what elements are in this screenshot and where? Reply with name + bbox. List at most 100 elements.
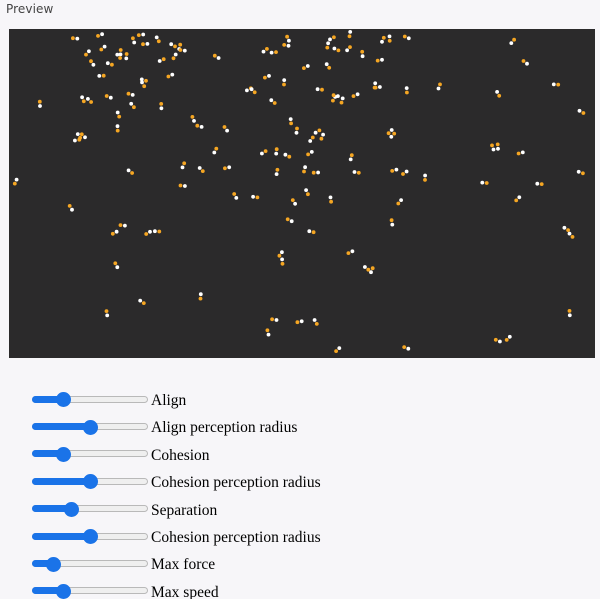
boid xyxy=(346,249,355,256)
boid xyxy=(141,42,150,47)
boid xyxy=(139,77,148,83)
boid xyxy=(118,223,127,228)
control-separation: Separation xyxy=(32,496,572,523)
boid xyxy=(306,150,314,157)
controls-panel: Align Align perception radius Cohesion C… xyxy=(32,386,572,599)
boid xyxy=(577,108,586,115)
separation-slider[interactable] xyxy=(32,501,148,517)
boid xyxy=(71,36,80,41)
boid xyxy=(369,266,375,275)
boid xyxy=(315,87,324,92)
control-align: Align xyxy=(32,386,572,413)
boid xyxy=(562,225,570,233)
boid xyxy=(352,170,361,175)
boid xyxy=(402,345,411,351)
boid xyxy=(311,170,320,175)
boid xyxy=(576,169,585,176)
cohesion-perception-radius-slider[interactable] xyxy=(32,474,148,490)
boid xyxy=(495,90,502,98)
boid xyxy=(504,334,512,342)
boid xyxy=(86,97,93,104)
slider-fill xyxy=(32,423,90,431)
boid xyxy=(80,95,86,104)
boid xyxy=(514,195,522,203)
boid xyxy=(290,198,297,206)
boid xyxy=(567,309,572,318)
control-cohesion-perception-radius: Cohesion perception radius xyxy=(32,468,572,495)
boid xyxy=(304,188,310,197)
boid xyxy=(138,298,146,305)
boid xyxy=(249,87,257,95)
boid xyxy=(136,32,146,37)
boid xyxy=(480,180,489,185)
boid xyxy=(285,34,291,43)
boid xyxy=(567,231,575,239)
slider-thumb[interactable] xyxy=(56,392,72,408)
boids-canvas[interactable] xyxy=(9,29,595,358)
boid xyxy=(195,123,204,129)
boid xyxy=(212,53,221,60)
boid xyxy=(105,61,114,67)
max-force-slider[interactable] xyxy=(32,556,148,572)
boid xyxy=(144,229,152,236)
cohesion-slider[interactable] xyxy=(32,446,148,462)
boid xyxy=(283,152,292,159)
align-slider[interactable] xyxy=(32,392,148,408)
cohesion-perception-radius-label: Cohesion perception radius xyxy=(151,474,321,492)
align-label: Align xyxy=(151,391,187,409)
boid xyxy=(129,101,136,110)
boid xyxy=(282,78,287,87)
boid xyxy=(118,48,123,57)
boid xyxy=(436,82,442,91)
boid xyxy=(263,74,271,80)
boid xyxy=(295,319,304,325)
boid xyxy=(307,229,316,235)
boid xyxy=(265,328,271,337)
control-max-force: Max force xyxy=(32,550,572,577)
boid xyxy=(380,35,386,44)
boid xyxy=(140,80,147,89)
max-speed-slider[interactable] xyxy=(32,583,148,599)
slider-thumb[interactable] xyxy=(46,556,62,572)
boid xyxy=(178,48,187,53)
separation-label: Separation xyxy=(151,501,218,519)
boid xyxy=(222,125,230,133)
boid xyxy=(190,115,196,123)
boid xyxy=(153,229,162,234)
boid xyxy=(324,62,332,70)
slider-fill xyxy=(32,450,64,458)
boid xyxy=(178,183,187,188)
slider-thumb[interactable] xyxy=(82,474,98,490)
slider-fill xyxy=(32,505,72,513)
boid xyxy=(269,50,278,55)
slider-thumb[interactable] xyxy=(82,419,98,435)
boid xyxy=(115,52,122,60)
max-force-label: Max force xyxy=(151,556,216,574)
boid xyxy=(509,37,516,45)
boid xyxy=(126,168,134,175)
slider-thumb[interactable] xyxy=(82,529,98,545)
slider-thumb[interactable] xyxy=(56,583,72,599)
boid xyxy=(325,41,330,50)
boid xyxy=(551,82,561,87)
boid xyxy=(328,195,333,204)
boid xyxy=(124,52,129,61)
boid xyxy=(490,143,496,152)
boid xyxy=(67,204,74,212)
slider-thumb[interactable] xyxy=(64,501,80,517)
slider-fill xyxy=(32,532,90,540)
boid xyxy=(312,318,319,326)
slider-fill xyxy=(32,477,90,485)
cohesion-label: Cohesion xyxy=(151,446,210,464)
boid xyxy=(115,124,120,133)
slider-thumb[interactable] xyxy=(56,446,72,462)
boid xyxy=(339,96,345,105)
boid xyxy=(198,292,203,301)
separation-perception-radius-slider[interactable] xyxy=(32,529,148,545)
boid xyxy=(401,169,409,176)
boid xyxy=(12,177,19,186)
boid xyxy=(84,49,91,57)
boid xyxy=(274,167,280,177)
align-perception-radius-slider[interactable] xyxy=(32,419,148,435)
boid xyxy=(375,57,384,63)
